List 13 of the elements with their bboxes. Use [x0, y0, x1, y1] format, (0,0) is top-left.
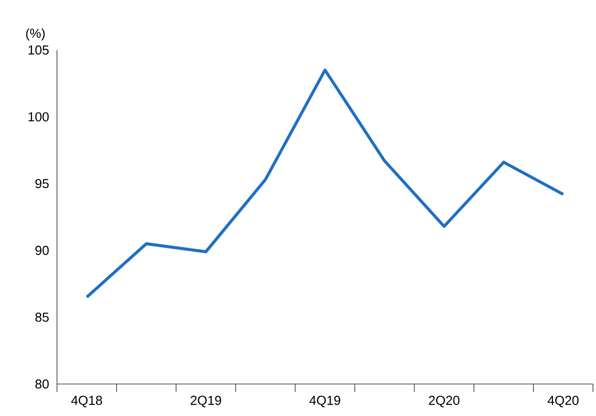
line-series [85, 68, 565, 299]
y-tick-label: 105 [28, 45, 49, 55]
y-tick-label: 100 [28, 112, 49, 122]
x-tick-label: 4Q18 [71, 396, 102, 408]
x-tick-label: 4Q19 [309, 396, 340, 408]
y-tick-label: 90 [35, 246, 49, 255]
y-tick-label: 80 [35, 379, 49, 389]
y-axis-title: (%) [26, 28, 45, 40]
y-tick-label: 85 [35, 312, 49, 322]
y-tick-label: 95 [35, 179, 49, 188]
x-tick-label: 2Q20 [428, 396, 460, 408]
x-tick-label: 2Q19 [190, 396, 222, 408]
x-tick-label: 4Q20 [548, 396, 579, 408]
